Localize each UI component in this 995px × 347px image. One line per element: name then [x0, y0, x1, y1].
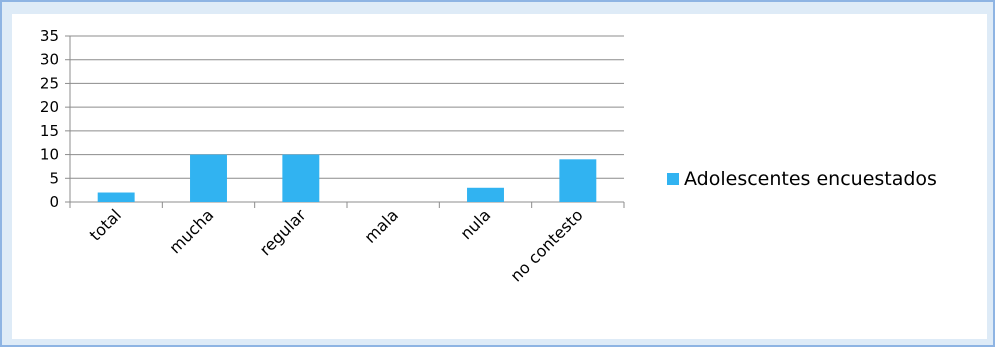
y-tick-label: 30 [40, 51, 59, 69]
legend-swatch [667, 173, 679, 185]
x-tick-label: nula [456, 205, 494, 243]
y-tick-label: 35 [40, 27, 59, 45]
bar-no-contesto [559, 159, 597, 202]
axes [65, 35, 625, 208]
y-tick-label: 10 [40, 146, 59, 164]
x-tick-label: mala [361, 205, 402, 246]
bars [97, 154, 597, 202]
x-tick-labels: total mucha regular mala nula no contesto [86, 205, 587, 285]
chart-area: 0 5 10 15 20 25 30 35 total mucha regular mala nula… [12, 14, 987, 339]
y-tick-label: 25 [40, 74, 59, 92]
x-tick-label: total [86, 205, 125, 244]
y-tick-labels: 0 5 10 15 20 25 30 35 [40, 27, 59, 211]
legend: Adolescentes encuestados [667, 168, 937, 190]
bar-total [97, 192, 135, 202]
y-tick-label: 5 [49, 169, 59, 187]
bar-regular [282, 154, 320, 202]
gridlines [70, 35, 624, 179]
legend-label: Adolescentes encuestados [684, 168, 937, 190]
y-tick-label: 20 [40, 98, 59, 116]
bar-nula [467, 187, 504, 202]
x-tick-label: mucha [165, 205, 217, 257]
x-tick-label: no contesto [507, 205, 587, 285]
y-tick-label: 15 [40, 122, 59, 140]
x-tick-label: regular [256, 205, 310, 259]
y-tick-label: 0 [49, 193, 59, 211]
bar-mucha [190, 154, 227, 202]
bar-chart: 0 5 10 15 20 25 30 35 total mucha regular mala nula… [40, 27, 937, 285]
